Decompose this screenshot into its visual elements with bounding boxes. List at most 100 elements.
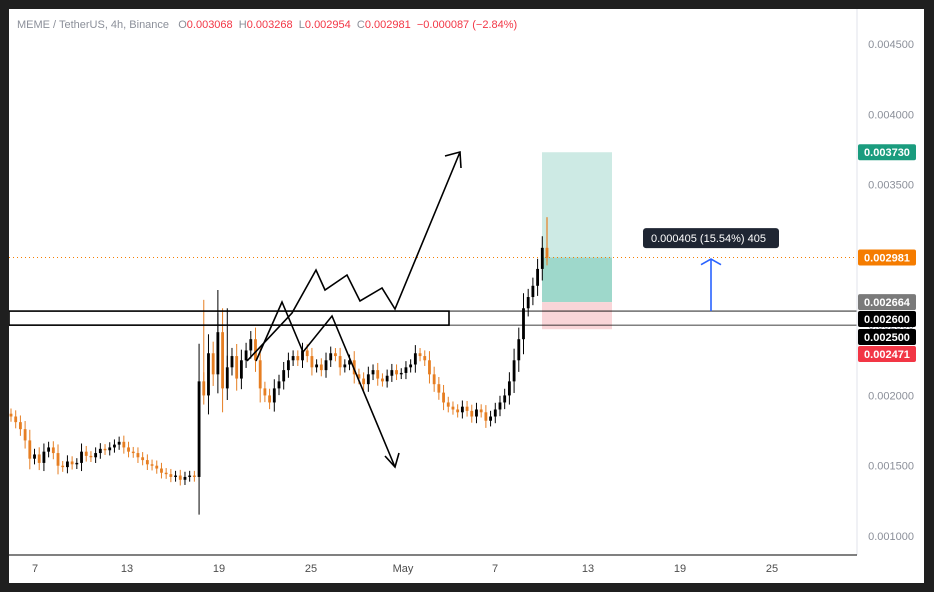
- candle-body: [428, 360, 431, 375]
- candle: [376, 362, 380, 386]
- candle: [33, 448, 36, 465]
- time-tick-label: 7: [32, 563, 38, 575]
- candle: [286, 352, 290, 378]
- candle: [442, 384, 445, 411]
- candle: [183, 471, 187, 485]
- candle-body: [145, 460, 149, 465]
- time-tick-label: 19: [213, 563, 225, 575]
- candle: [127, 441, 130, 458]
- candle-body: [409, 364, 413, 368]
- candle: [23, 421, 27, 449]
- time-tick-label: 25: [766, 563, 778, 575]
- price-axis[interactable]: 0.0010000.0015000.0020000.0025000.003000…: [868, 39, 914, 543]
- candle-body: [23, 429, 27, 441]
- candle-body: [395, 370, 398, 375]
- candle: [42, 443, 46, 472]
- candle-body: [98, 448, 102, 454]
- candle-body: [404, 367, 408, 373]
- candle-body: [225, 367, 229, 389]
- candle-body: [517, 339, 521, 361]
- candle: [249, 331, 253, 359]
- candle-body: [507, 381, 511, 396]
- candle-body: [489, 416, 492, 421]
- candle: [258, 346, 262, 403]
- candle-body: [9, 413, 13, 417]
- candle-body: [183, 476, 187, 480]
- time-tick-label: 25: [305, 563, 317, 575]
- candle: [268, 388, 272, 410]
- candle: [188, 470, 192, 482]
- candle-body: [155, 465, 159, 469]
- candle-body: [536, 268, 540, 286]
- measure-label[interactable]: 0.000405 (15.54%) 405: [643, 228, 779, 249]
- candle: [61, 461, 65, 472]
- candle-body: [418, 353, 422, 357]
- candle: [413, 345, 417, 373]
- candle-body: [89, 455, 93, 458]
- candle-body: [442, 392, 445, 403]
- price-tag-level: 0.002600: [858, 311, 916, 327]
- candle-body: [66, 461, 69, 468]
- candle-body: [376, 370, 380, 379]
- candle: [263, 381, 267, 403]
- candle-body: [150, 464, 154, 466]
- candle-body: [113, 444, 116, 448]
- support-zone-box[interactable]: [9, 310, 450, 326]
- candle: [366, 366, 370, 392]
- candle: [334, 348, 337, 362]
- price-tag-bg: [858, 346, 916, 362]
- candle-body: [42, 451, 46, 463]
- candle-body: [437, 384, 441, 393]
- candle-body: [291, 356, 295, 361]
- candle: [75, 458, 79, 470]
- candle: [145, 454, 149, 471]
- candle-body: [446, 402, 450, 407]
- time-tick-label: 19: [674, 563, 686, 575]
- candle-body: [362, 378, 366, 385]
- candle-body: [348, 360, 351, 365]
- price-tag-last: 0.002981: [858, 249, 916, 266]
- candle: [381, 373, 384, 387]
- time-tick-label: 13: [121, 563, 133, 575]
- candle-body: [211, 353, 215, 375]
- candle-body: [136, 453, 140, 458]
- price-chart[interactable]: 0.000405 (15.54%) 405 0.001000 0.001500 0.…: [9, 9, 924, 583]
- candle-body: [324, 360, 328, 371]
- candle-body: [399, 372, 403, 375]
- candle: [80, 443, 83, 472]
- price-tag-label: 0.002981: [864, 253, 910, 265]
- price-tick-label: 0.001000: [868, 531, 914, 543]
- candle-body: [61, 465, 65, 468]
- candle: [470, 404, 474, 423]
- candle: [211, 341, 215, 386]
- bearish-projection-path[interactable]: [255, 299, 396, 468]
- candle: [192, 470, 196, 482]
- candle-body: [230, 356, 234, 368]
- candle: [446, 396, 450, 413]
- candle: [197, 343, 201, 515]
- candle: [169, 468, 173, 483]
- candle: [385, 369, 389, 388]
- drawings[interactable]: [9, 150, 857, 469]
- candle-body: [84, 451, 88, 456]
- candle-body: [94, 453, 98, 458]
- candle: [51, 441, 55, 460]
- bullish-projection-path[interactable]: [246, 151, 461, 362]
- current-profit-zone: [542, 257, 612, 303]
- candle-body: [221, 332, 224, 389]
- price-tag-label: 0.002664: [864, 297, 911, 309]
- symbol-header: MEME / TetherUS, 4h, Binance O0.003068 H…: [17, 19, 517, 31]
- price-tag-label: 0.002471: [864, 349, 910, 361]
- symbol-title[interactable]: MEME / TetherUS, 4h, Binance: [17, 19, 170, 31]
- candle: [28, 429, 32, 470]
- candle: [507, 372, 511, 405]
- candle-body: [127, 447, 130, 452]
- position-zones: [542, 152, 612, 330]
- time-axis[interactable]: 7 13 19 25 May 7 13 19 25: [32, 563, 778, 575]
- candle-body: [268, 395, 272, 403]
- candle-body: [235, 356, 239, 379]
- candle: [37, 447, 41, 471]
- candle: [522, 293, 525, 355]
- candle-body: [80, 451, 83, 463]
- candle: [235, 343, 239, 391]
